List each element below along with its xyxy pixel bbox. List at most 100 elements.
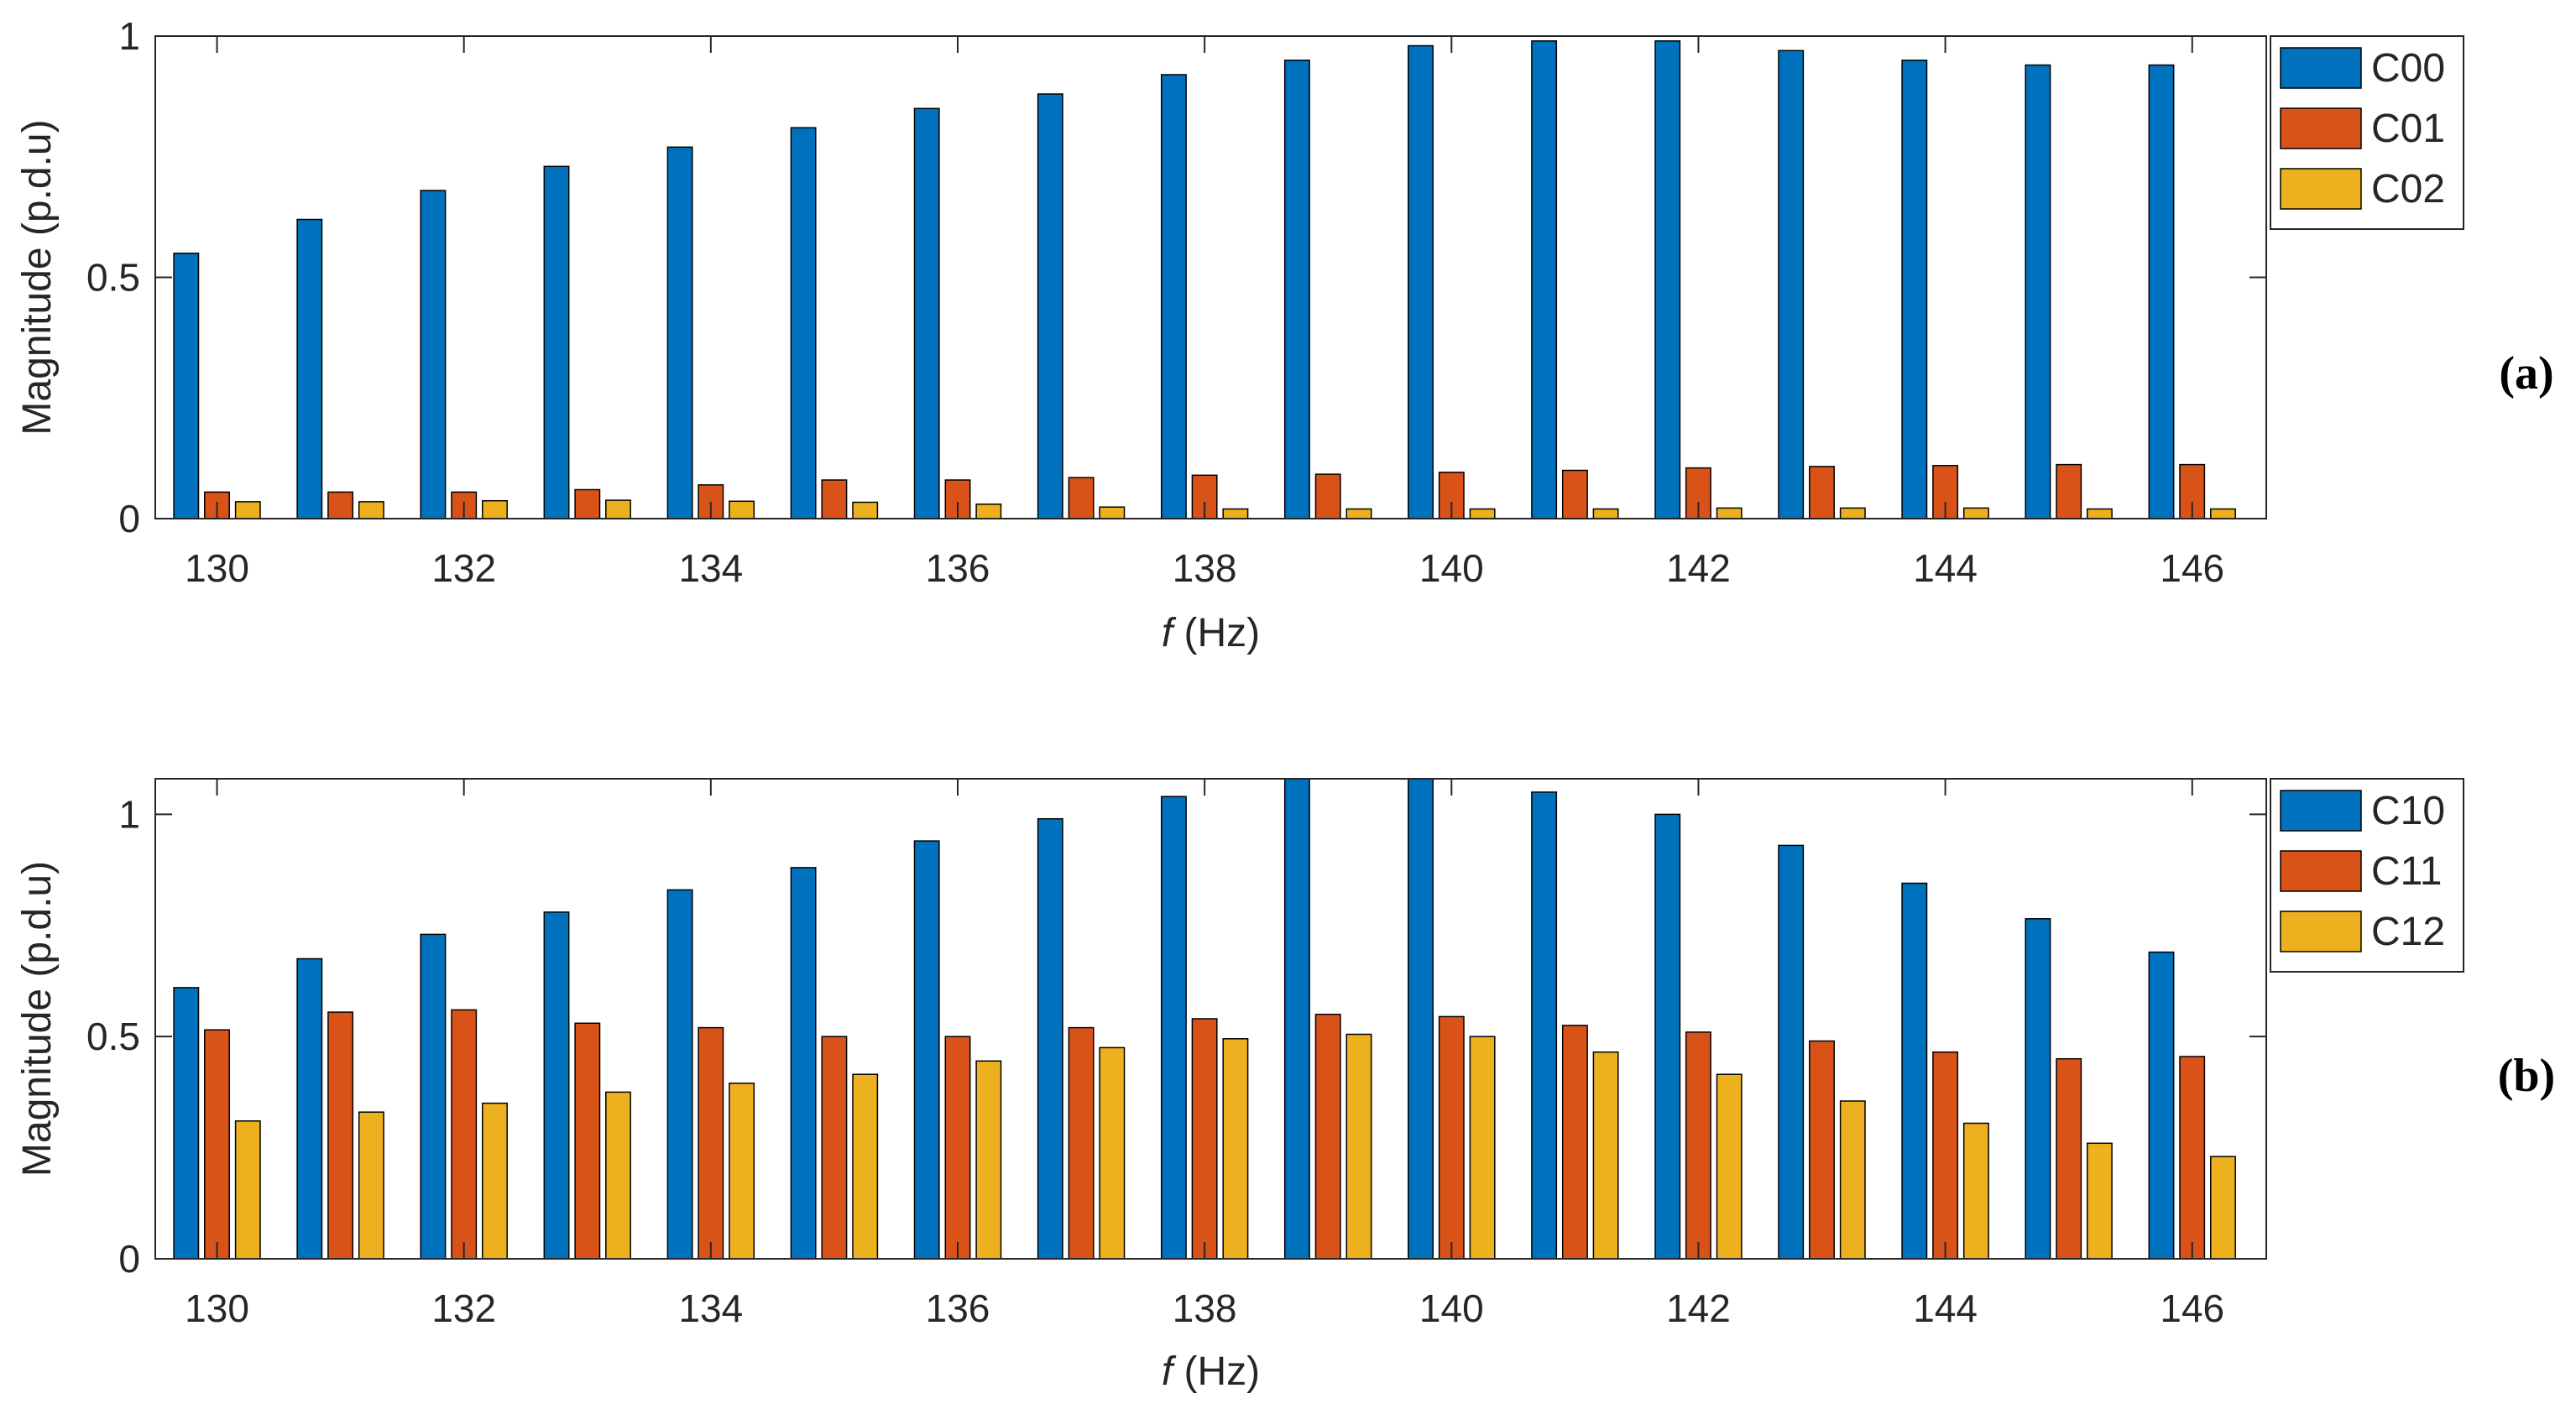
bar-C02-139 [1345,508,1372,519]
legend-swatch-C01 [2280,107,2362,149]
bar-C12-136 [975,1060,1002,1260]
x-axis-label: f (Hz) [1162,611,1260,655]
x-tick-label: 136 [926,1286,990,1330]
bar-C11-143 [1809,1040,1835,1260]
bar-C11-134 [698,1026,724,1260]
x-tick-label: 144 [1913,1286,1978,1330]
bar-C02-140 [1469,508,1496,519]
bar-C01-145 [2056,463,2082,519]
x-tick-label: 142 [1666,546,1731,590]
x-axis-label-unit: (Hz) [1173,611,1260,655]
bar-C12-134 [729,1083,755,1260]
bar-C12-146 [2210,1156,2236,1260]
y-tick-label: 0 [118,497,140,540]
bar-C00-140 [1408,44,1434,519]
bar-C10-130 [173,987,200,1260]
bar-C10-139 [1283,778,1310,1260]
legend-swatch-C12 [2280,911,2362,952]
chart-panel-a: 130 132 134 136 138 140 142 144 146 0 0.5 1 f (Hz) Ma… [15,14,2554,655]
legend-label-C12: C12 [2371,910,2445,954]
legend-swatch-C10 [2280,790,2362,832]
bar-C10-136 [913,840,940,1260]
bar-C10-133 [543,911,570,1260]
x-tick-label: 146 [2160,546,2224,590]
bar-C10-146 [2148,951,2175,1260]
bar-C10-143 [1778,844,1805,1260]
bar-C02-130 [234,501,261,519]
x-tick-label: 130 [185,1286,249,1330]
bar-C02-145 [2086,508,2113,519]
bar-C11-141 [1561,1025,1588,1260]
bar-C12-141 [1592,1051,1619,1260]
legend-swatch-C00 [2280,47,2362,89]
bar-C12-145 [2086,1142,2113,1260]
bar-C00-142 [1654,40,1681,519]
bar-C02-134 [729,500,755,519]
bar-C00-143 [1778,50,1805,519]
bar-C11-137 [1068,1026,1095,1260]
bar-C12-144 [1962,1122,1989,1260]
bar-C02-131 [358,501,384,519]
chart-panel-b: 130 132 134 136 138 140 142 144 146 0 0.5 1 f (Hz) Ma… [15,778,2555,1394]
bar-C12-140 [1469,1036,1496,1260]
bar-C00-138 [1160,74,1187,519]
bar-C02-135 [852,501,879,519]
bar-C10-145 [2025,918,2051,1260]
x-axis-label: f (Hz) [1162,1349,1260,1394]
x-tick-label: 136 [926,546,990,590]
bar-C01-137 [1068,477,1095,519]
bar-C02-137 [1099,506,1126,519]
bar-C02-146 [2210,508,2236,519]
bar-C12-130 [234,1120,261,1260]
x-tick-label: 130 [185,546,249,590]
bar-C10-140 [1408,778,1434,1260]
bar-C02-141 [1592,508,1619,519]
bar-C10-144 [1901,882,1928,1260]
bar-C11-139 [1314,1013,1341,1260]
y-axis-label: Magnitude (p.d.u) [15,119,60,435]
bar-C02-142 [1716,507,1743,519]
bar-C12-133 [605,1091,631,1260]
y-tick-label: 0 [118,1237,140,1281]
bar-C00-139 [1283,60,1310,519]
x-tick-label: 132 [431,546,496,590]
y-tick-label: 0.5 [86,1015,140,1058]
x-tick-label: 138 [1173,1286,1237,1330]
bar-C10-137 [1037,817,1063,1260]
bar-C11-138 [1191,1018,1218,1260]
x-tick-label: 146 [2160,1286,2224,1330]
bar-C11-130 [204,1029,230,1260]
bar-C00-132 [420,190,447,519]
bar-C11-132 [451,1009,478,1260]
bar-C01-141 [1561,469,1588,519]
legend-label-C02: C02 [2371,167,2445,211]
bar-C00-130 [173,253,200,519]
bar-C11-133 [574,1022,601,1260]
bar-C10-141 [1531,791,1558,1260]
bar-C02-138 [1222,508,1249,519]
bar-C10-138 [1160,796,1187,1260]
bar-C12-138 [1222,1038,1249,1260]
x-tick-label: 134 [678,1286,743,1330]
x-tick-label: 142 [1666,1286,1731,1330]
bar-C02-144 [1962,507,1989,519]
legend-label-C10: C10 [2371,789,2445,833]
bar-C00-131 [296,218,323,519]
y-axis-label: Magnitude (p.d.u) [15,861,60,1177]
bar-C00-134 [666,146,693,519]
bar-C10-131 [296,958,323,1260]
x-tick-label: 134 [678,546,743,590]
bar-C11-135 [821,1036,848,1260]
bar-C10-134 [666,889,693,1260]
bar-C01-131 [327,491,354,519]
bar-C00-133 [543,165,570,519]
bar-C00-135 [790,127,817,519]
y-tick-label: 1 [118,792,140,836]
x-tick-label: 138 [1173,546,1237,590]
bar-C01-143 [1809,466,1835,519]
bar-C00-144 [1901,60,1928,519]
panel-label: (b) [2498,1050,2555,1102]
x-tick-label: 140 [1419,546,1484,590]
bar-C11-136 [944,1036,971,1260]
